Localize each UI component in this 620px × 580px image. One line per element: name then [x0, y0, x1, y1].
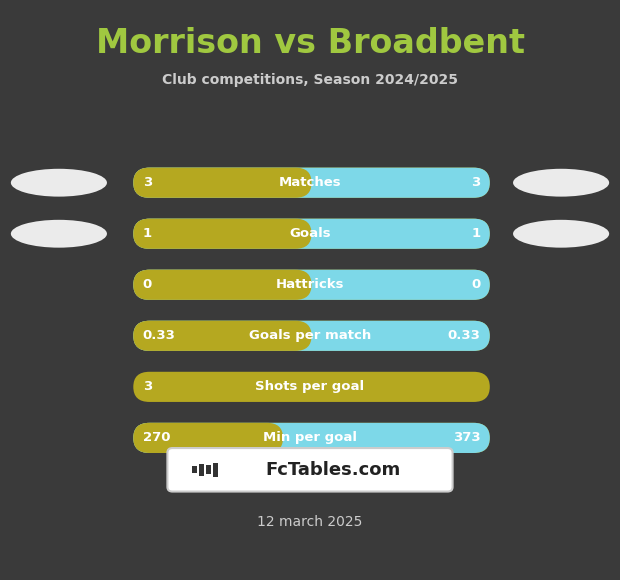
FancyBboxPatch shape	[133, 423, 490, 453]
FancyBboxPatch shape	[133, 321, 490, 351]
FancyBboxPatch shape	[133, 270, 490, 300]
Text: 1: 1	[143, 227, 152, 240]
Ellipse shape	[11, 169, 107, 197]
FancyBboxPatch shape	[133, 372, 490, 402]
Text: FcTables.com: FcTables.com	[265, 461, 401, 479]
Text: Morrison vs Broadbent: Morrison vs Broadbent	[95, 27, 525, 60]
FancyBboxPatch shape	[133, 219, 311, 249]
Text: 0: 0	[143, 278, 152, 291]
FancyBboxPatch shape	[133, 423, 490, 453]
Text: 1: 1	[471, 227, 480, 240]
Text: 12 march 2025: 12 march 2025	[257, 515, 363, 529]
Ellipse shape	[513, 220, 609, 248]
FancyBboxPatch shape	[133, 219, 490, 249]
Text: 3: 3	[143, 380, 152, 393]
FancyBboxPatch shape	[192, 466, 197, 473]
FancyBboxPatch shape	[213, 463, 218, 477]
FancyBboxPatch shape	[199, 464, 204, 476]
FancyBboxPatch shape	[133, 168, 490, 198]
Text: Min per goal: Min per goal	[263, 432, 357, 444]
FancyBboxPatch shape	[133, 168, 311, 198]
FancyBboxPatch shape	[133, 423, 283, 453]
Text: 3: 3	[143, 176, 152, 189]
Text: Shots per goal: Shots per goal	[255, 380, 365, 393]
FancyBboxPatch shape	[133, 270, 311, 300]
Text: 0.33: 0.33	[143, 329, 175, 342]
Ellipse shape	[513, 169, 609, 197]
Text: Goals per match: Goals per match	[249, 329, 371, 342]
FancyBboxPatch shape	[133, 168, 490, 198]
FancyBboxPatch shape	[206, 465, 211, 474]
Text: 270: 270	[143, 432, 170, 444]
Text: Matches: Matches	[278, 176, 342, 189]
Text: 373: 373	[453, 432, 480, 444]
FancyBboxPatch shape	[133, 270, 490, 300]
Text: 0.33: 0.33	[448, 329, 480, 342]
Text: Goals: Goals	[289, 227, 331, 240]
Ellipse shape	[11, 220, 107, 248]
Text: 3: 3	[471, 176, 480, 189]
Text: 0: 0	[471, 278, 480, 291]
FancyBboxPatch shape	[133, 219, 490, 249]
Text: Hattricks: Hattricks	[276, 278, 344, 291]
FancyBboxPatch shape	[167, 448, 453, 492]
FancyBboxPatch shape	[133, 321, 490, 351]
Text: Club competitions, Season 2024/2025: Club competitions, Season 2024/2025	[162, 73, 458, 87]
FancyBboxPatch shape	[133, 321, 311, 351]
